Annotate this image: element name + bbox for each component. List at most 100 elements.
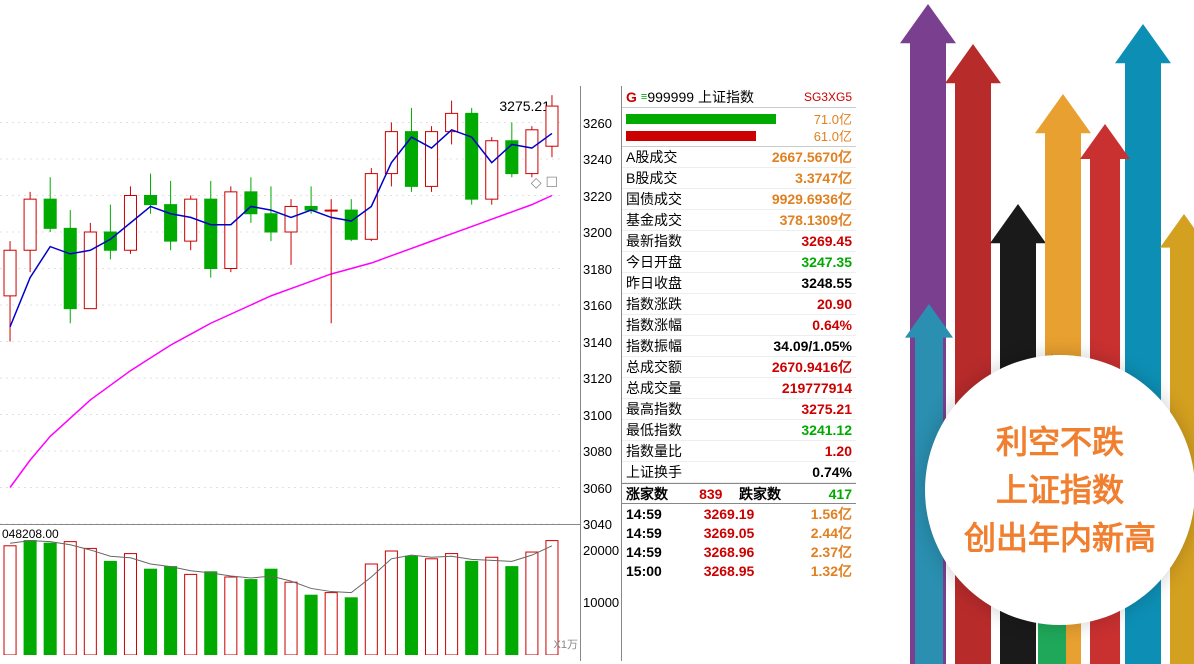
info-row: 今日开盘 3247.35 — [622, 252, 856, 273]
info-row-lbl: 昨日收盘 — [626, 273, 682, 293]
stock-name: 上证指数 — [698, 87, 754, 107]
info-row-lbl: 总成交额 — [626, 357, 682, 377]
info-row-lbl: 指数振幅 — [626, 336, 682, 356]
info-row-lbl: 今日开盘 — [626, 252, 682, 272]
tick-price: 3268.95 — [676, 563, 782, 579]
info-row-lbl: 最低指数 — [626, 420, 682, 440]
info-rows: A股成交2667.5670亿B股成交3.3747亿国债成交9929.6936亿基… — [622, 147, 856, 483]
info-row-lbl: A股成交 — [626, 147, 677, 167]
headline-2: 上证指数 — [996, 466, 1124, 514]
info-row-val: 3247.35 — [801, 254, 852, 270]
info-row: 最新指数3269.45 — [622, 231, 856, 252]
info-row-lbl: 总成交量 — [626, 378, 682, 398]
headline-circle: 利空不跌 上证指数 创出年内新高 — [925, 355, 1194, 625]
y-tick: 3200 — [583, 225, 612, 240]
info-row: 指数涨幅 0.64% — [622, 315, 856, 336]
info-row-val: 2670.9416亿 — [772, 357, 852, 377]
info-row-lbl: 上证换手 — [626, 462, 682, 482]
winners-lbl: 涨家数 — [626, 484, 683, 504]
y-tick: 3080 — [583, 444, 612, 459]
info-row-lbl: B股成交 — [626, 168, 677, 188]
info-row-lbl: 指数量比 — [626, 441, 682, 461]
info-row-val: 34.09/1.05% — [773, 338, 852, 354]
tick-row: 14:593268.962.37亿 — [622, 542, 856, 561]
g-label: G — [626, 89, 637, 105]
info-panel: G ≡ 999999 上证指数 SG3XG5 71.0亿 61.0亿 A股成交2… — [621, 86, 856, 661]
info-row: 最高指数3275.21 — [622, 399, 856, 420]
info-row-lbl: 基金成交 — [626, 210, 682, 230]
info-row-val: 1.20 — [825, 443, 852, 459]
tick-row: 14:593269.191.56亿 — [622, 504, 856, 523]
info-row: 昨日收盘 3248.55 — [622, 273, 856, 294]
y-tick: 3120 — [583, 371, 612, 386]
headline-1: 利空不跌 — [996, 418, 1124, 466]
vol-label: 048208.00 — [2, 527, 59, 541]
tick-price: 3268.96 — [676, 544, 782, 560]
info-row-val: 3275.21 — [801, 401, 852, 417]
info-row-val: 3241.12 — [801, 422, 852, 438]
info-row: 总成交量 219777914 — [622, 378, 856, 399]
info-row-val: 3.3747亿 — [795, 168, 852, 188]
vol-unit: X1万 — [554, 636, 578, 652]
y-tick: 3260 — [583, 116, 612, 131]
y-tick: 3160 — [583, 298, 612, 313]
sell-bar — [626, 131, 756, 141]
tick-row: 15:003268.951.32亿 — [622, 561, 856, 580]
sell-bar-row: 61.0亿 — [626, 127, 852, 144]
winners-val: 839 — [683, 486, 740, 502]
y-tick: 3220 — [583, 189, 612, 204]
candlestick-chart: ◇ ☐ 3275.21 — [0, 86, 580, 524]
vol-tick: 20000 — [583, 543, 619, 558]
buy-bar — [626, 114, 776, 124]
info-header: G ≡ 999999 上证指数 SG3XG5 — [622, 86, 856, 108]
tick-rows: 14:593269.191.56亿14:593269.052.44亿14:593… — [622, 504, 856, 580]
tick-row: 14:593269.052.44亿 — [622, 523, 856, 542]
losers-lbl: 跌家数 — [739, 484, 796, 504]
stock-code: 999999 — [647, 89, 694, 105]
tick-amt: 1.56亿 — [782, 504, 852, 524]
info-row: 国债成交 9929.6936亿 — [622, 189, 856, 210]
info-row-val: 219777914 — [782, 380, 852, 396]
buy-bar-row: 71.0亿 — [626, 110, 852, 127]
info-row: 指数振幅 34.09/1.05% — [622, 336, 856, 357]
info-row: 指数量比 1.20 — [622, 441, 856, 462]
candle-svg — [0, 86, 562, 524]
info-row-val: 378.1309亿 — [780, 210, 852, 230]
info-row: 基金成交 378.1309亿 — [622, 210, 856, 231]
info-row-val: 3248.55 — [801, 275, 852, 291]
y-tick: 3240 — [583, 152, 612, 167]
y-tick: 3100 — [583, 408, 612, 423]
tick-price: 3269.19 — [676, 506, 782, 522]
info-row-lbl: 指数涨跌 — [626, 294, 682, 314]
info-row-lbl: 指数涨幅 — [626, 315, 682, 335]
tick-price: 3269.05 — [676, 525, 782, 541]
info-row-val: 0.64% — [812, 317, 852, 333]
info-row-val: 0.74% — [812, 464, 852, 480]
info-row: 最低指数 3241.12 — [622, 420, 856, 441]
tick-amt: 2.37亿 — [782, 542, 852, 562]
vol-tick: 10000 — [583, 595, 619, 610]
y-tick: 3140 — [583, 335, 612, 350]
tick-time: 14:59 — [626, 544, 676, 560]
info-row: A股成交2667.5670亿 — [622, 147, 856, 168]
sell-bar-val: 61.0亿 — [814, 126, 852, 145]
tick-amt: 2.44亿 — [782, 523, 852, 543]
tick-amt: 1.32亿 — [782, 561, 852, 581]
info-row: 上证换手 0.74% — [622, 462, 856, 483]
info-row: B股成交 3.3747亿 — [622, 168, 856, 189]
tick-time: 15:00 — [626, 563, 676, 579]
y-tick: 3180 — [583, 262, 612, 277]
info-row-lbl: 国债成交 — [626, 189, 682, 209]
losers-val: 417 — [796, 486, 853, 502]
tick-time: 14:59 — [626, 525, 676, 541]
tick-time: 14:59 — [626, 506, 676, 522]
info-row: 总成交额 2670.9416亿 — [622, 357, 856, 378]
headline-3: 创出年内新高 — [964, 514, 1156, 562]
y-tick: 3060 — [583, 481, 612, 496]
y-tick: 3040 — [583, 517, 612, 532]
info-row-val: 9929.6936亿 — [772, 189, 852, 209]
info-row-lbl: 最新指数 — [626, 231, 682, 251]
y-axis: 3260 3240 3220 3200 3180 3160 3140 3120 3100 3080… — [581, 86, 621, 661]
vol-svg — [0, 525, 562, 655]
buy-sell-bars: 71.0亿 61.0亿 — [622, 108, 856, 147]
